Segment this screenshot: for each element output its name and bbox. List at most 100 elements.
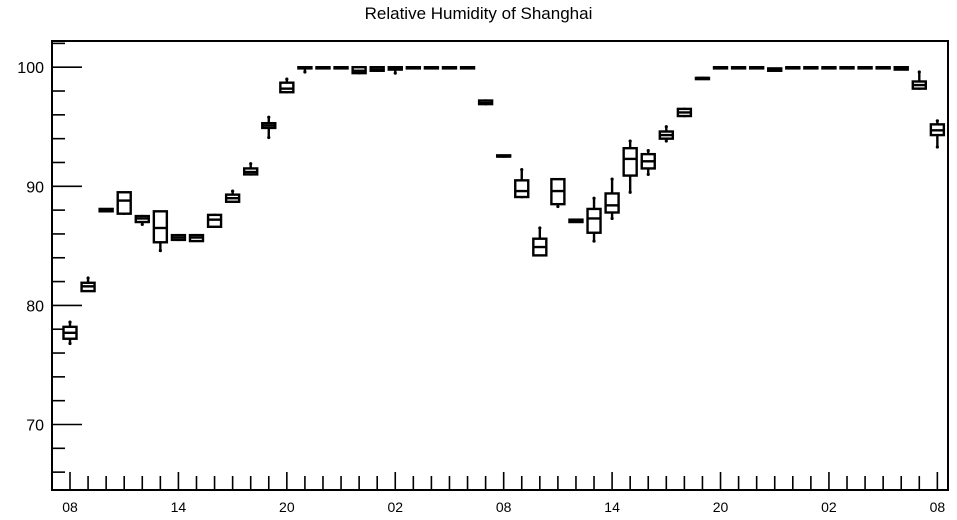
y-tick-label: 70: [26, 417, 44, 434]
box-hour-19: [405, 66, 422, 70]
box-hour-44: [857, 66, 873, 70]
box-hour-3: [116, 191, 132, 215]
box-hour-29: [586, 196, 602, 243]
box-hour-8: [206, 213, 223, 228]
x-tick-label: 08: [930, 499, 946, 515]
box-hour-43: [839, 66, 855, 70]
max-point: [285, 77, 289, 81]
box-hour-38: [748, 66, 765, 70]
x-tick-label: 14: [171, 499, 187, 515]
max-point: [520, 168, 524, 172]
min-point: [664, 139, 668, 143]
box-hour-27: [550, 177, 566, 209]
max-point: [267, 115, 271, 119]
max-point: [538, 226, 542, 230]
min-point: [556, 204, 560, 209]
box-hour-20: [423, 66, 440, 70]
min-point: [68, 341, 72, 346]
box-hour-12: [279, 77, 295, 94]
box-hour-4: [134, 214, 150, 227]
box-hour-21: [441, 66, 458, 70]
max-point: [68, 320, 72, 324]
box-series: [62, 66, 946, 346]
max-point: [86, 276, 90, 280]
iqr-box: [604, 192, 620, 214]
box-hour-17: [369, 66, 385, 72]
chart-title: Relative Humidity of Shanghai: [364, 4, 593, 23]
box-hour-11: [261, 115, 277, 140]
max-point: [610, 177, 614, 181]
box-hour-24: [495, 154, 512, 158]
max-point: [231, 189, 235, 193]
box-hour-25: [514, 168, 530, 199]
min-point: [303, 70, 307, 74]
min-point: [393, 71, 397, 75]
box-hour-47: [911, 70, 927, 90]
max-point: [917, 70, 921, 74]
max-point: [646, 148, 650, 153]
box-hour-33: [658, 125, 675, 143]
x-tick-label: 20: [713, 499, 729, 515]
box-hour-34: [676, 107, 693, 118]
box-hour-36: [712, 66, 729, 70]
box-hour-30: [604, 177, 620, 221]
iqr-box: [586, 207, 602, 234]
box-hour-18: [387, 66, 403, 75]
x-tick-label: 02: [387, 499, 403, 515]
box-hour-46: [893, 66, 909, 71]
box-hour-28: [568, 218, 584, 224]
min-point: [140, 222, 144, 227]
max-point: [628, 139, 632, 143]
box-hour-23: [477, 99, 494, 106]
min-point: [592, 239, 596, 243]
y-tick-label: 100: [17, 60, 44, 77]
y-tick-label: 90: [26, 179, 44, 196]
box-hour-40: [785, 66, 801, 70]
box-hour-32: [640, 148, 656, 176]
box-hour-39: [767, 67, 783, 72]
plot-frame: [51, 40, 949, 491]
max-point: [592, 196, 596, 200]
box-hour-9: [224, 189, 241, 203]
box-hour-5: [152, 210, 169, 253]
min-point: [935, 145, 939, 149]
x-tick-label: 08: [62, 499, 78, 515]
y-tick-label: 80: [26, 298, 44, 315]
min-point: [628, 190, 632, 194]
box-hour-22: [459, 66, 476, 70]
box-hour-35: [694, 76, 711, 81]
box-hour-7: [188, 233, 205, 243]
box-hour-14: [315, 66, 331, 70]
min-point: [267, 135, 271, 140]
box-hour-15: [333, 66, 349, 70]
box-hour-31: [622, 139, 638, 194]
box-hour-45: [875, 66, 891, 70]
box-hour-42: [821, 66, 837, 70]
min-point: [610, 216, 614, 221]
iqr-box: [622, 146, 638, 177]
box-hour-0: [62, 320, 78, 346]
x-tick-label: 14: [604, 499, 620, 515]
box-hour-10: [242, 162, 259, 176]
box-hour-1: [80, 276, 96, 293]
box-hour-48: [929, 119, 946, 149]
max-point: [935, 119, 939, 123]
min-point: [646, 172, 650, 176]
x-axis: 08 14 20 02 08 14 20 02 08: [62, 472, 945, 515]
box-hour-26: [532, 226, 548, 257]
max-point: [249, 162, 253, 166]
y-axis: 70 80 90 100: [17, 42, 82, 473]
min-point: [158, 249, 162, 253]
x-tick-label: 02: [821, 499, 837, 515]
max-point: [664, 125, 668, 129]
x-tick-label: 08: [496, 499, 512, 515]
box-hour-37: [730, 66, 747, 70]
iqr-box: [514, 179, 530, 199]
box-hour-41: [803, 66, 819, 70]
x-tick-label: 20: [279, 499, 295, 515]
box-hour-13: [297, 66, 313, 74]
iqr-box: [116, 191, 132, 215]
box-hour-16: [351, 66, 367, 75]
box-hour-2: [98, 207, 114, 213]
